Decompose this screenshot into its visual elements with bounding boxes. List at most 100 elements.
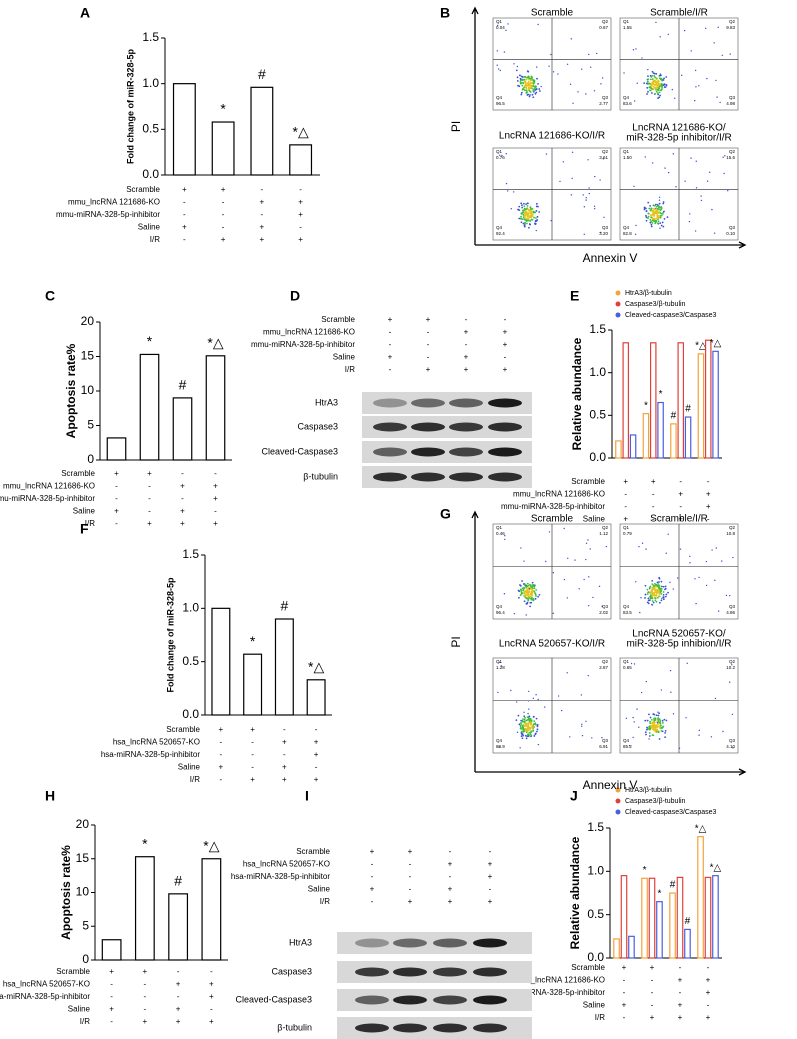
panel-label: B <box>440 5 450 21</box>
event-dot <box>636 82 638 84</box>
quadrant-value: 0.65 <box>623 665 632 670</box>
bar <box>201 858 222 961</box>
event-dot <box>533 216 535 219</box>
event-dot <box>657 590 660 593</box>
event-dot <box>593 90 596 92</box>
event-dot <box>591 737 593 739</box>
event-dot <box>661 88 663 90</box>
event-dot <box>534 733 537 736</box>
event-dot <box>653 214 656 217</box>
condition-sign: - <box>651 988 654 997</box>
y-tick-label: 0.0 <box>589 450 606 464</box>
event-dot <box>505 29 507 32</box>
event-dot <box>518 723 521 726</box>
event-dot <box>532 85 535 87</box>
event-dot <box>654 76 657 79</box>
event-dot <box>522 588 525 591</box>
event-dot <box>529 733 532 735</box>
condition-sign: + <box>182 223 187 232</box>
condition-sign: - <box>144 1005 147 1014</box>
bar <box>641 877 648 959</box>
condition-sign: - <box>183 198 186 207</box>
condition-sign: + <box>678 1013 683 1022</box>
event-dot <box>526 208 529 211</box>
event-dot <box>689 562 691 564</box>
condition-sign: - <box>504 315 507 324</box>
event-dot <box>589 548 591 550</box>
event-dot <box>526 727 529 729</box>
annotation: # <box>280 598 288 614</box>
event-dot <box>667 591 669 594</box>
event-dot <box>516 76 519 79</box>
event-dot <box>581 725 583 728</box>
axis-arrow <box>471 510 747 776</box>
event-dot <box>538 88 541 90</box>
event-dot <box>588 53 590 56</box>
condition-name: Saline <box>333 353 356 362</box>
event-dot <box>640 597 642 599</box>
event-dot <box>695 187 698 189</box>
event-dot <box>531 581 534 584</box>
quadrant-name: Q2 <box>729 659 736 664</box>
annotation: *△ <box>695 341 707 352</box>
condition-sign: - <box>220 750 223 759</box>
panel-label: D <box>290 288 300 304</box>
event-dot <box>523 215 526 218</box>
event-dot <box>527 700 530 702</box>
event-dot <box>520 719 523 722</box>
event-dot <box>645 680 648 683</box>
event-dot <box>521 737 524 740</box>
event-dot <box>641 542 644 544</box>
plot-title: LncRNA 520657-KO/I/R <box>499 639 605 650</box>
annotation: * <box>147 333 153 349</box>
quadrant-name: Q2 <box>602 149 609 154</box>
event-dot <box>694 230 697 232</box>
event-dot <box>649 89 651 92</box>
event-dot <box>585 199 587 201</box>
event-dot <box>652 601 655 604</box>
event-dot <box>647 75 649 78</box>
event-dot <box>656 86 659 89</box>
event-dot <box>585 197 587 199</box>
event-dot <box>601 736 603 739</box>
quadrant-value: 4.10 <box>726 744 735 749</box>
y-tick-label: 0.5 <box>589 408 606 422</box>
event-dot <box>535 210 538 212</box>
event-dot <box>632 716 634 719</box>
event-dot <box>521 218 524 221</box>
event-dot <box>503 593 506 595</box>
condition-name: hsa-miRNA-328-5p-inhibitor <box>101 750 200 759</box>
event-dot <box>535 85 537 88</box>
event-dot <box>663 217 666 220</box>
quadrant-name: Q1 <box>623 19 630 24</box>
condition-sign: + <box>180 507 185 516</box>
event-dot <box>643 206 646 209</box>
band <box>473 938 507 948</box>
event-dot <box>686 662 688 665</box>
panel-label: H <box>45 788 55 804</box>
event-dot <box>536 219 539 221</box>
event-dot <box>529 722 531 725</box>
event-dot <box>698 576 700 579</box>
event-dot <box>625 717 628 720</box>
quadrant-name: Q1 <box>496 659 503 664</box>
band <box>393 938 427 948</box>
event-dot <box>598 585 601 588</box>
quadrant-name: Q4 <box>496 604 503 609</box>
event-dot <box>646 726 648 729</box>
bar <box>712 350 719 459</box>
event-dot <box>655 72 658 75</box>
event-dot <box>504 534 506 537</box>
condition-sign: + <box>370 847 375 856</box>
condition-name: Scramble <box>126 185 160 194</box>
event-dot <box>530 86 533 89</box>
condition-sign: + <box>209 992 214 1001</box>
condition-name: mmu_lncRNA 121686-KO <box>3 482 95 491</box>
bar <box>677 342 685 459</box>
event-dot <box>523 728 525 731</box>
event-dot <box>646 588 649 591</box>
bar <box>684 416 692 459</box>
condition-sign: + <box>623 477 628 486</box>
event-dot <box>587 674 590 677</box>
event-dot <box>662 596 665 599</box>
